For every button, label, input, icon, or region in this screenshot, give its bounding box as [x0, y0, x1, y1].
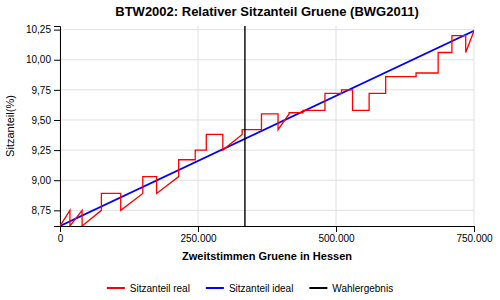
- tick-label: 10,25: [26, 24, 51, 35]
- chart: 0 250.000 500.000 750.000 8,75 9,00 9,25 9,50 9,…: [0, 0, 500, 300]
- y-axis-title: Sitzanteil(%): [4, 95, 16, 157]
- tick-label: 750.000: [456, 233, 493, 244]
- tick-label: 500.000: [318, 233, 355, 244]
- line: [60, 31, 474, 226]
- tick: 500.000: [318, 226, 355, 244]
- tick-label: 9,00: [32, 175, 52, 186]
- tick-label: 250.000: [180, 233, 217, 244]
- legend-item: Wahlergebnis: [309, 283, 393, 294]
- legend-item: Sitzanteil real: [107, 283, 190, 294]
- tick-mark: [54, 210, 60, 211]
- tick-label: 8,75: [32, 205, 52, 216]
- tick: 9,25: [32, 145, 60, 156]
- legend: Sitzanteil real Sitzanteil ideal Wahlergeb…: [107, 283, 393, 294]
- grid: [60, 26, 474, 226]
- x-axis: 0 250.000 500.000 750.000: [58, 226, 493, 244]
- tick: 9,00: [32, 175, 60, 186]
- tick-mark: [198, 226, 199, 232]
- legend-swatch: [309, 287, 327, 289]
- tick: 9,75: [32, 85, 60, 96]
- tick-mark: [336, 226, 337, 232]
- title: BTW2002: Relativer Sitzanteil Gruene (BW…: [115, 4, 418, 19]
- x-axis-title: Zweitstimmen Gruene in Hessen: [182, 250, 352, 262]
- grid-line: [336, 26, 337, 226]
- grid-line: [60, 89, 474, 90]
- tick-mark: [474, 226, 475, 232]
- tick-mark: [54, 150, 60, 151]
- axis-line: [61, 227, 475, 233]
- tick: 9,50: [32, 115, 60, 126]
- tick: 750.000: [456, 226, 493, 244]
- tick-mark: [54, 60, 60, 61]
- tick-label: 0: [58, 233, 64, 244]
- tick-label: 10,00: [26, 54, 51, 65]
- y-axis: 8,75 9,00 9,25 9,50 9,75 10,00 10,25: [26, 24, 61, 226]
- line: [60, 31, 474, 226]
- tick-mark: [54, 90, 60, 91]
- tick-label: 9,50: [32, 115, 52, 126]
- legend-label: Wahlergebnis: [332, 283, 393, 294]
- tick-label: 9,25: [32, 145, 52, 156]
- axis-line: [54, 27, 61, 227]
- legend-label: Sitzanteil real: [130, 283, 190, 294]
- plot: 0 250.000 500.000 750.000 8,75 9,00 9,25 9,50 9,…: [26, 24, 493, 244]
- grid-line: [60, 180, 474, 181]
- tick-mark: [54, 30, 60, 31]
- tick: 10,25: [26, 24, 60, 35]
- grid-line: [198, 26, 199, 226]
- tick: 0: [58, 226, 64, 244]
- tick-mark: [54, 180, 60, 181]
- legend-swatch: [206, 287, 224, 289]
- grid-line: [60, 29, 474, 30]
- grid-line: [474, 26, 475, 226]
- tick: 8,75: [32, 205, 60, 216]
- legend-swatch: [107, 287, 125, 289]
- marks: [60, 26, 474, 226]
- tick: 250.000: [180, 226, 217, 244]
- grid-line: [60, 150, 474, 151]
- legend-item: Sitzanteil ideal: [206, 283, 293, 294]
- grid-line: [60, 119, 474, 120]
- vertical-line: [244, 26, 245, 226]
- tick-mark: [54, 120, 60, 121]
- tick: 10,00: [26, 54, 60, 65]
- legend-label: Sitzanteil ideal: [229, 283, 293, 294]
- tick-label: 9,75: [32, 85, 52, 96]
